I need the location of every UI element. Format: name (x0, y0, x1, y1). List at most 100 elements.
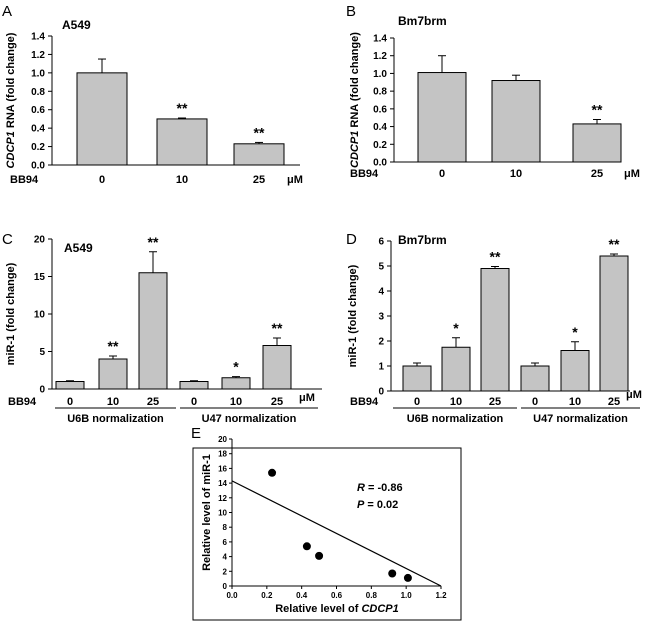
panel-d-y-tick-label: 5 (378, 262, 384, 273)
panel-e-frame (192, 447, 462, 621)
panel-c-y-label: miR-1 (fold change) (5, 262, 17, 365)
panel-e-data-point (268, 468, 277, 477)
panel-c-label: C (2, 231, 13, 248)
panel-d-y-tick-label: 2 (378, 337, 384, 348)
panel-e-x-tick-label: 0.4 (296, 591, 308, 600)
panel-d-x-category-label: 25 (608, 396, 620, 408)
panel-c-y-tick-label: 15 (34, 272, 46, 283)
panel-d-label: D (346, 231, 357, 248)
panel-b-bar (417, 72, 467, 163)
panel-c-x-category-label: 0 (67, 396, 73, 408)
panel-d-y-label: miR-1 (fold change) (347, 264, 359, 367)
panel-e-data-point (302, 542, 311, 551)
panel-d-group-label: U47 normalization (533, 413, 628, 425)
panel-e-x-label: Relative level of CDCP1 (275, 603, 399, 615)
panel-e-y-tick-label: 4 (223, 553, 228, 562)
panel-e-data-point (403, 573, 412, 582)
panel-b-y-tick-label: 0.4 (373, 122, 387, 133)
panel-e-r-stat: R = -0.86 (357, 482, 403, 494)
panel-c-group-label: U47 normalization (202, 413, 297, 425)
panel-e-x-tick-label: 0.8 (366, 591, 378, 600)
panel-e-x-tick-label: 1.0 (401, 591, 413, 600)
panel-d-y-tick-label: 4 (378, 287, 384, 298)
panel-d-y-tick-label: 6 (378, 237, 384, 248)
panel-c-treatment-label: BB94 (8, 396, 37, 408)
panel-e-r-symbol: R (357, 482, 365, 494)
panel-d-bar (402, 365, 432, 392)
panel-c-x-category-label: 0 (191, 396, 197, 408)
panel-b-treatment-label: BB94 (350, 168, 379, 180)
panel-a-y-tick-label: 1.2 (31, 50, 45, 61)
panel-e-x-label-prefix: Relative level of (275, 603, 361, 615)
panel-e-fit-line (231, 480, 442, 587)
panel-a-bar (233, 143, 285, 166)
panel-d-bar (480, 268, 510, 392)
panel-e-x-tick-label: 0.2 (261, 591, 273, 600)
panel-d-bar (520, 365, 550, 392)
panel-d-x-category-label: 0 (532, 396, 538, 408)
panel-d-x-category-label: 10 (569, 396, 581, 408)
panel-b-x-category-label: 25 (591, 168, 603, 180)
panel-d-bar (599, 255, 629, 392)
panel-a-y-tick-label: 1.4 (31, 32, 45, 43)
panel-b-y-tick-label: 0.8 (373, 87, 387, 98)
panel-e-p-value: = 0.02 (364, 499, 398, 511)
panel-c-y-tick-label: 10 (34, 310, 46, 321)
panel-b-label: B (346, 3, 356, 20)
panel-d-significance-mark: * (453, 320, 459, 336)
panel-d-significance-mark: ** (609, 236, 620, 252)
panel-e-x-label-italic: CDCP1 (361, 603, 398, 615)
panel-c-bar (55, 381, 85, 390)
panel-d-title: Bm7brm (398, 233, 447, 247)
panel-a-x-category-label: 0 (99, 174, 105, 186)
panel-a-y-tick-label: 1.0 (31, 68, 45, 79)
panel-c-significance-mark: ** (108, 338, 119, 354)
panel-e-label: E (191, 425, 201, 442)
panel-a-bar (156, 118, 208, 166)
panel-a-y-tick-label: 0.8 (31, 87, 45, 98)
panel-b-unit-label: μM (624, 168, 640, 180)
panel-e-data-point (388, 569, 397, 578)
panel-e-p-stat: P = 0.02 (357, 499, 398, 511)
panel-c-unit-label: μM (299, 392, 315, 404)
panel-e-x-tick-label: 0.6 (331, 591, 343, 600)
panel-d-significance-mark: ** (490, 249, 501, 265)
panel-c-group-label: U6B normalization (67, 413, 164, 425)
panel-a-significance-mark: ** (254, 124, 265, 140)
panel-e-y-tick-label: 14 (218, 479, 227, 488)
panel-a-y-label-rest: RNA (fold change) (5, 32, 17, 131)
panel-a-title: A549 (62, 18, 91, 32)
panel-e-x-tick-label: 1.2 (435, 591, 447, 600)
panel-d-bar (441, 346, 471, 392)
panel-a-y-tick-label: 0.0 (31, 161, 45, 172)
panel-b-y-tick-label: 1.4 (373, 34, 387, 45)
panel-e-y-tick-label: 20 (218, 435, 227, 444)
panel-d-y-tick-label: 3 (378, 312, 384, 323)
panel-e-y-tick-label: 18 (218, 450, 227, 459)
panel-e-y-tick-label: 12 (218, 494, 227, 503)
panel-a-y-tick-label: 0.6 (31, 105, 45, 116)
panel-c-bar (179, 381, 209, 390)
panel-d-unit-label: μM (626, 389, 642, 401)
panel-a-y-label-italic: CDCP1 (5, 131, 17, 168)
panel-d-x-category-label: 25 (489, 396, 501, 408)
panel-d-treatment-label: BB94 (350, 396, 379, 408)
panel-d-x-category-label: 0 (414, 396, 420, 408)
panel-c-y-tick-label: 20 (34, 235, 46, 246)
panel-c-y-tick-label: 0 (39, 385, 45, 396)
panel-b-y-tick-label: 0.2 (373, 140, 387, 151)
panel-a-y-tick-label: 0.2 (31, 142, 45, 153)
panel-c-title: A549 (64, 241, 93, 255)
panel-d-y-tick-label: 0 (378, 387, 384, 398)
panel-c-x-category-label: 25 (271, 396, 283, 408)
panel-e-r-value: = -0.86 (365, 482, 403, 494)
panel-b-x-category-label: 10 (510, 168, 522, 180)
panel-e-y-tick-label: 2 (223, 567, 228, 576)
panel-a-unit-label: μM (287, 174, 303, 186)
panel-e-x-tick-label: 0.0 (226, 591, 238, 600)
panel-b-x-category-label: 0 (439, 168, 445, 180)
panel-e-y-tick-label: 6 (223, 538, 228, 547)
panel-b-y-label-italic: CDCP1 (349, 131, 361, 168)
panel-c-significance-mark: ** (272, 320, 283, 336)
panel-b-significance-mark: ** (592, 101, 603, 117)
